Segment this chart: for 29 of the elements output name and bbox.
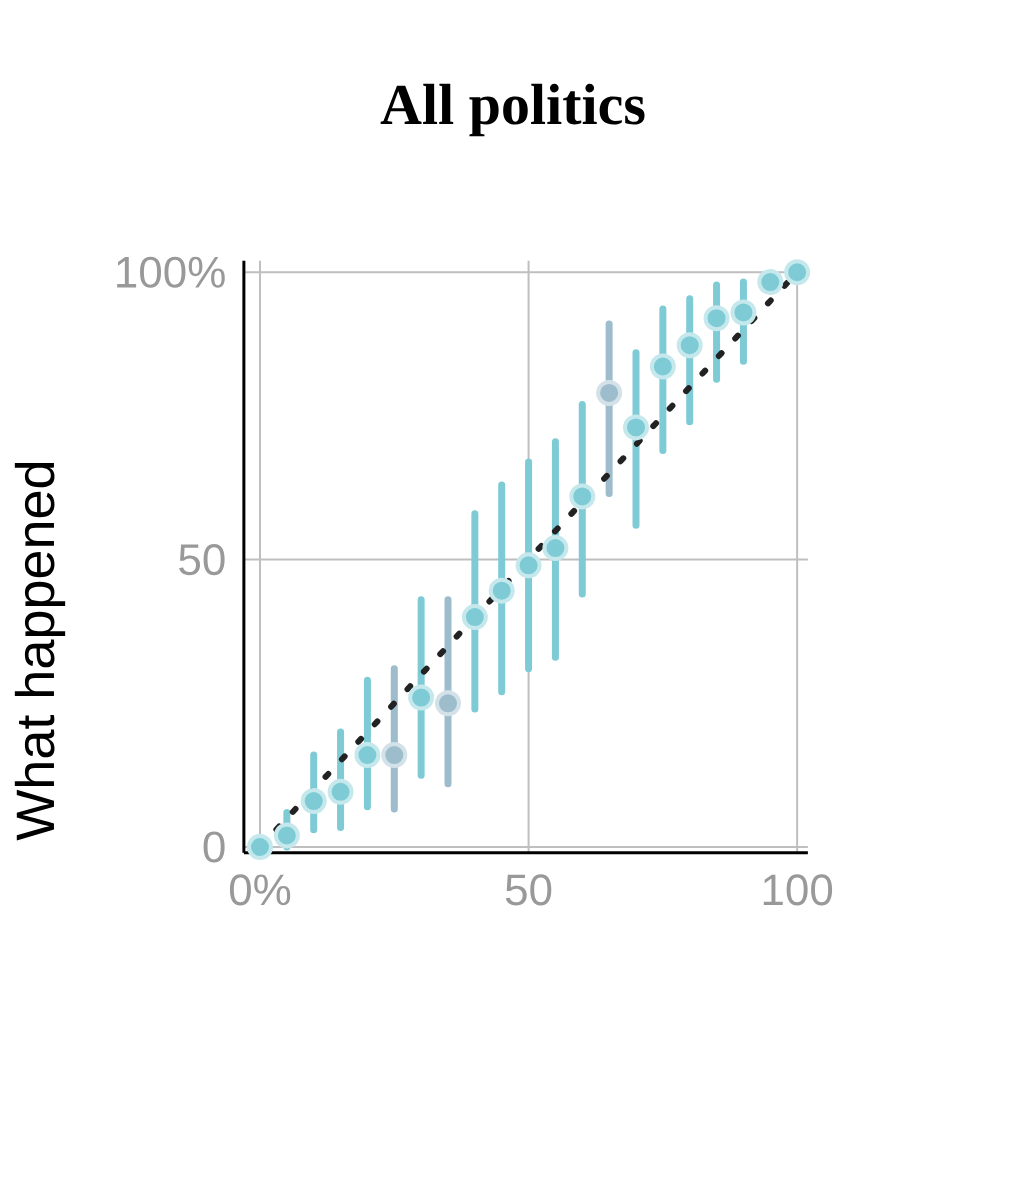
point bbox=[515, 552, 542, 579]
point bbox=[730, 299, 757, 326]
point bbox=[542, 535, 569, 562]
point bbox=[569, 483, 596, 510]
point bbox=[784, 259, 811, 286]
point bbox=[247, 833, 273, 860]
y-tick-label: 0 bbox=[203, 831, 225, 863]
point bbox=[596, 379, 623, 406]
chart-title: All politics bbox=[380, 83, 645, 137]
point bbox=[300, 788, 327, 815]
point bbox=[273, 822, 300, 849]
x-tick-label: 100 bbox=[763, 874, 833, 906]
point bbox=[676, 332, 703, 359]
point bbox=[327, 778, 354, 805]
y-axis-title: What happened bbox=[14, 462, 66, 841]
point bbox=[354, 742, 381, 769]
point bbox=[488, 577, 515, 604]
point bbox=[408, 684, 435, 711]
point bbox=[461, 604, 488, 631]
point bbox=[649, 353, 676, 380]
point bbox=[381, 742, 408, 769]
x-tick-label: 50 bbox=[505, 874, 552, 906]
point bbox=[623, 414, 649, 441]
point bbox=[703, 305, 730, 332]
y-tick-label: 50 bbox=[179, 544, 225, 576]
point bbox=[435, 690, 461, 717]
x-tick-label: 0% bbox=[229, 874, 291, 906]
point bbox=[757, 269, 784, 296]
y-tick-label: 100% bbox=[117, 256, 225, 288]
